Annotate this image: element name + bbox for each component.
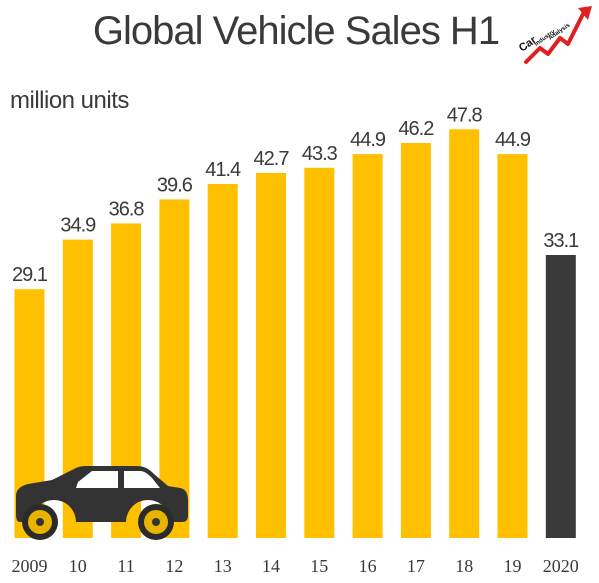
value-label-12: 39.6 [157, 174, 193, 196]
value-label-15: 43.3 [302, 143, 338, 165]
car-silhouette-icon [16, 466, 188, 540]
x-tick-label-14: 14 [262, 556, 280, 576]
value-label-19: 44.9 [495, 129, 531, 151]
bar-16 [352, 154, 383, 538]
bar-14 [256, 172, 286, 538]
x-tick-label-11: 11 [117, 556, 134, 576]
x-tick-labels-layer: 2009 10 11 12 13 14 15 16 17 18 19 2020 [12, 556, 579, 576]
car-industry-analysis-logo-icon: Car Industry Analysis [517, 6, 592, 64]
value-label-14: 42.7 [254, 148, 290, 170]
x-tick-label-19: 19 [504, 556, 522, 576]
value-label-16: 44.9 [350, 129, 386, 151]
x-tick-label-17: 17 [407, 556, 425, 576]
value-label-10: 34.9 [60, 215, 96, 237]
x-tick-label-2020: 2020 [543, 556, 579, 576]
y-axis-unit-label: million units [10, 87, 129, 114]
value-label-13: 41.4 [205, 159, 241, 181]
value-labels-layer: 29.1 34.9 36.8 39.6 41.4 42.7 43.3 44.9 46.2 47.8… [12, 104, 580, 286]
x-tick-label-10: 10 [69, 556, 87, 576]
value-label-18: 47.8 [447, 104, 483, 126]
chart-title: Global Vehicle Sales H1 [93, 9, 499, 53]
x-tick-label-16: 16 [359, 556, 377, 576]
value-label-2009: 29.1 [12, 264, 48, 286]
bar-2020 [545, 255, 576, 538]
bar-17 [400, 143, 431, 538]
x-tick-label-13: 13 [214, 556, 232, 576]
value-label-17: 46.2 [398, 118, 434, 140]
x-tick-label-12: 12 [165, 556, 183, 576]
bar-15 [304, 167, 335, 539]
bar-13 [207, 184, 238, 538]
value-label-2020: 33.1 [543, 230, 579, 252]
x-tick-label-18: 18 [455, 556, 473, 576]
value-label-11: 36.8 [109, 198, 145, 220]
bar-19 [497, 154, 528, 538]
bar-12 [159, 199, 190, 538]
bar-18 [449, 129, 480, 539]
x-tick-label-15: 15 [310, 556, 328, 576]
x-tick-label-2009: 2009 [12, 556, 48, 576]
